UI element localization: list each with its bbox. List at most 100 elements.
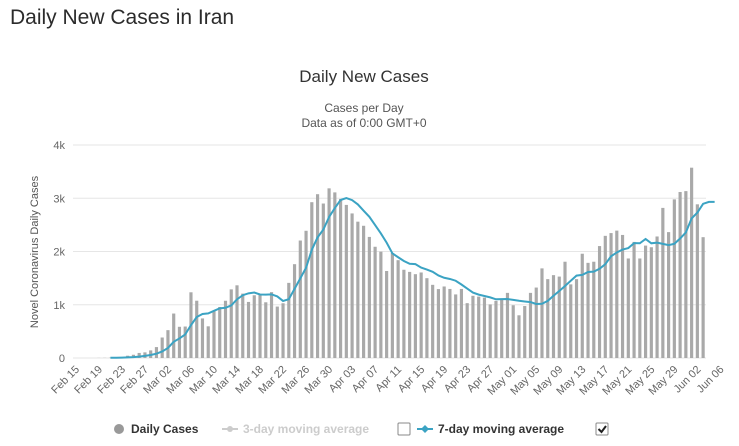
daily-case-bar xyxy=(350,213,354,358)
daily-case-bar xyxy=(166,330,170,358)
daily-case-bar xyxy=(436,289,440,358)
daily-case-bar xyxy=(701,237,705,358)
daily-case-bar xyxy=(626,258,630,358)
daily-case-bar xyxy=(385,270,389,358)
checkbox-3day[interactable] xyxy=(397,422,411,436)
daily-case-bar xyxy=(574,279,579,358)
daily-case-bar xyxy=(494,300,498,358)
daily-case-bar xyxy=(413,274,417,358)
daily-case-bar xyxy=(523,306,527,358)
daily-case-bar xyxy=(321,203,325,358)
daily-case-bar xyxy=(235,285,239,358)
daily-case-bar xyxy=(431,284,435,358)
legend-label-3day: 3-day moving average xyxy=(243,422,369,436)
daily-case-bar xyxy=(356,221,360,358)
daily-case-bar xyxy=(419,272,423,358)
daily-case-bar xyxy=(540,268,544,358)
daily-case-bar xyxy=(459,288,464,358)
daily-case-bar xyxy=(281,303,285,358)
daily-case-bar xyxy=(672,199,676,358)
daily-case-bar xyxy=(206,326,210,358)
daily-case-bar xyxy=(442,286,446,358)
y-tick-label: 3k xyxy=(53,193,65,205)
y-tick-label: 1k xyxy=(53,300,65,312)
daily-case-bar xyxy=(528,292,533,358)
daily-case-bar xyxy=(465,303,469,358)
line-series xyxy=(110,196,715,359)
checkbox-7day[interactable] xyxy=(595,422,609,436)
daily-case-bar xyxy=(655,236,659,358)
daily-case-bar xyxy=(408,271,412,358)
daily-case-bar xyxy=(315,194,320,358)
daily-case-bar xyxy=(534,287,538,358)
daily-case-bar xyxy=(252,295,256,358)
daily-case-bar xyxy=(160,337,164,358)
daily-case-bar xyxy=(172,313,176,358)
daily-case-bar xyxy=(632,241,636,358)
y-tick-label: 0 xyxy=(59,353,65,365)
daily-case-bar xyxy=(396,260,400,358)
daily-case-bar xyxy=(488,304,492,358)
legend-dot-3day xyxy=(227,426,233,432)
daily-case-bar xyxy=(218,306,222,358)
daily-case-bar xyxy=(684,191,688,358)
daily-case-bar xyxy=(505,292,510,358)
y-axis-ticks: 0 1k 2k 3k 4k xyxy=(53,140,65,365)
daily-case-bar xyxy=(264,302,268,358)
daily-case-bar xyxy=(292,264,297,358)
daily-case-bar xyxy=(643,245,648,358)
daily-case-bar xyxy=(667,232,671,358)
daily-case-bar xyxy=(603,235,607,358)
legend-marker-7day xyxy=(421,425,429,433)
daily-case-bar xyxy=(258,294,262,358)
daily-case-bar xyxy=(344,204,348,358)
daily-case-bar xyxy=(339,198,343,358)
daily-case-bar xyxy=(638,258,642,358)
daily-case-bar xyxy=(620,234,625,358)
daily-case-bar xyxy=(137,352,141,358)
page-title: Daily New Cases in Iran xyxy=(10,6,235,29)
daily-case-bar xyxy=(333,192,337,358)
daily-case-bar xyxy=(362,225,366,358)
daily-case-bar xyxy=(402,269,406,358)
daily-case-bar xyxy=(154,347,159,358)
daily-case-bar xyxy=(477,296,481,358)
daily-case-bar xyxy=(471,295,475,358)
y-tick-label: 2k xyxy=(53,247,65,259)
legend-dot-daily-cases xyxy=(114,424,124,434)
daily-case-bar xyxy=(678,192,682,358)
chart-subtitle: Cases per Day xyxy=(324,101,403,115)
daily-case-bar xyxy=(425,278,429,358)
daily-case-bar xyxy=(379,251,383,358)
legend: Daily Cases 3-day moving average 7-day mov… xyxy=(114,422,609,436)
daily-case-bar xyxy=(390,252,394,358)
daily-case-bar xyxy=(586,262,590,358)
bar-series xyxy=(97,167,705,358)
daily-case-bar xyxy=(310,202,314,358)
daily-case-bar xyxy=(229,289,233,358)
daily-case-bar xyxy=(373,246,377,358)
daily-case-bar xyxy=(223,300,228,358)
seven-day-average-line xyxy=(110,196,715,359)
daily-case-bar xyxy=(241,293,245,358)
daily-case-bar xyxy=(580,253,584,358)
daily-case-bar xyxy=(287,282,291,358)
daily-case-bar xyxy=(212,311,216,358)
daily-case-bar xyxy=(275,306,279,358)
daily-case-bar xyxy=(690,167,694,358)
daily-case-bar xyxy=(569,284,573,358)
chart-title: Daily New Cases xyxy=(299,67,428,86)
y-tick-label: 4k xyxy=(53,140,65,152)
daily-case-bar xyxy=(609,233,613,358)
daily-case-bar xyxy=(563,261,567,358)
daily-case-bar xyxy=(298,240,302,358)
daily-case-bar xyxy=(597,246,602,358)
daily-case-bar xyxy=(327,188,331,358)
daily-case-bar xyxy=(557,276,561,358)
daily-case-bar xyxy=(454,294,458,358)
daily-case-bar xyxy=(367,236,371,358)
chart-subtitle-date: Data as of 0:00 GMT+0 xyxy=(301,116,426,130)
daily-case-bar xyxy=(500,298,504,358)
